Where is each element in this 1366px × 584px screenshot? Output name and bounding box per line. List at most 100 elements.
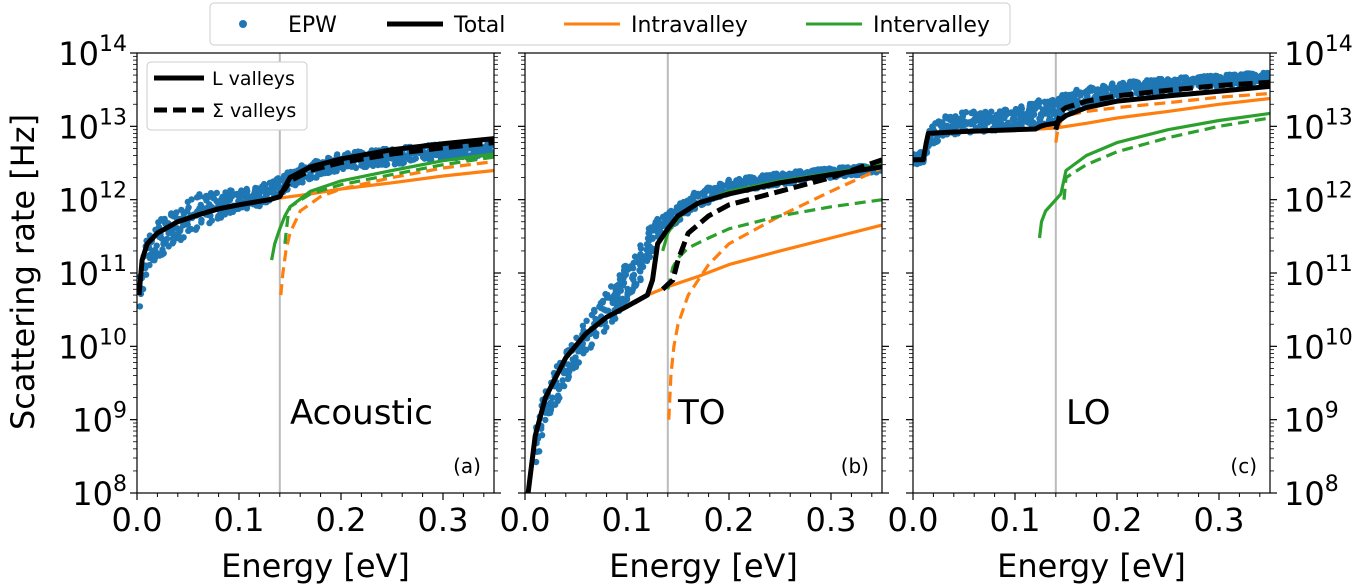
epw-point: [942, 113, 949, 120]
x-axis-label: Energy [eV]: [609, 547, 798, 584]
epw-point: [379, 161, 386, 168]
epw-point: [993, 111, 1000, 119]
epw-point: [1069, 91, 1077, 98]
epw-point: [457, 149, 464, 156]
epw-point: [1083, 92, 1091, 99]
series-lines: [137, 136, 494, 296]
epw-point: [632, 253, 639, 261]
epw-point: [637, 276, 644, 284]
epw-point: [575, 348, 582, 355]
epw-point: [151, 257, 158, 264]
epw-point: [187, 225, 195, 233]
epw-point: [1233, 77, 1240, 85]
epw-point: [272, 181, 280, 189]
epw-point: [390, 155, 397, 162]
epw-point: [814, 166, 822, 173]
epw-point: [638, 259, 645, 266]
epw-point: [965, 119, 972, 126]
epw-point: [1050, 110, 1057, 117]
epw-point: [177, 226, 184, 233]
epw-point: [717, 186, 724, 193]
epw-point: [1200, 73, 1208, 80]
epw-point: [654, 218, 661, 225]
epw-point: [767, 175, 775, 182]
epw-point: [621, 263, 628, 270]
epw-point: [599, 297, 607, 305]
epw-point: [637, 251, 644, 258]
epw-point: [227, 187, 234, 194]
legend-intra-label: Intravalley: [631, 13, 748, 38]
y-tick-label: 108: [1284, 472, 1339, 513]
epw-point: [160, 240, 167, 248]
epw-point: [1266, 71, 1270, 78]
epw-point: [579, 322, 587, 329]
x-tick-label: 0.3: [806, 501, 857, 539]
panel-label: (c): [1230, 454, 1257, 478]
legend-epw-marker: [239, 20, 247, 28]
epw-point: [210, 195, 218, 202]
epw-point: [152, 251, 159, 258]
x-tick-label: 0.2: [704, 501, 755, 539]
epw-point: [168, 210, 175, 217]
panel-label: (a): [453, 454, 481, 478]
series-line-total-sigma: [278, 140, 494, 196]
epw-point: [1001, 106, 1008, 114]
epw-point: [238, 187, 246, 195]
epw-point: [687, 195, 694, 202]
epw-point: [412, 155, 419, 162]
epw-point: [198, 216, 205, 224]
epw-point: [448, 151, 455, 158]
epw-point: [226, 209, 234, 216]
epw-point: [1018, 108, 1025, 115]
epw-point: [575, 359, 582, 366]
epw-point: [617, 287, 624, 294]
y-tick-label: 1010: [58, 325, 127, 366]
epw-point: [159, 246, 166, 253]
epw-point: [1152, 81, 1159, 88]
epw-point: [913, 151, 918, 158]
x-tick-label: 0.2: [1092, 501, 1143, 539]
epw-point: [1213, 78, 1220, 86]
y-tick-label: 109: [1284, 399, 1339, 440]
epw-point: [1084, 87, 1091, 94]
series-line-inter-sigma: [283, 155, 494, 244]
figure-legend: EPW Total Intravalley Intervalley: [209, 2, 1011, 46]
epw-point: [1057, 98, 1065, 105]
epw-point: [645, 229, 652, 237]
epw-point: [221, 211, 229, 218]
epw-point: [1037, 112, 1045, 119]
epw-point: [631, 282, 638, 289]
epw-point: [399, 160, 406, 167]
epw-point: [185, 204, 192, 211]
epw-point: [406, 154, 413, 161]
epw-point: [564, 375, 572, 383]
epw-point: [1043, 101, 1050, 108]
epw-point: [567, 364, 574, 371]
inner-legend: L valleys Σ valleys: [146, 61, 308, 131]
epw-point: [163, 235, 171, 243]
y-tick-label: 1014: [1284, 32, 1353, 73]
series-line-total-l: [137, 136, 494, 296]
epw-point: [385, 155, 392, 162]
x-tick-label: 0.1: [602, 501, 653, 539]
epw-point: [273, 176, 280, 183]
epw-point: [588, 311, 596, 319]
epw-point: [173, 209, 180, 216]
legend-total-label: Total: [453, 13, 505, 38]
epw-point: [637, 245, 645, 252]
panel-title: LO: [1066, 393, 1111, 433]
inner-legend-l-label: L valleys: [212, 68, 295, 90]
epw-point: [583, 317, 590, 324]
epw-point: [158, 216, 165, 223]
series-line-inter-sigma: [1062, 116, 1270, 200]
epw-point: [1142, 84, 1149, 91]
epw-point: [932, 120, 939, 127]
epw-point: [142, 271, 150, 278]
series-line-intra-l: [526, 223, 882, 493]
epw-point: [213, 189, 220, 197]
epw-point: [1027, 121, 1035, 128]
epw-point: [1100, 89, 1108, 96]
epw-point: [646, 253, 654, 261]
epw-point: [554, 392, 562, 399]
epw-point: [555, 385, 563, 393]
